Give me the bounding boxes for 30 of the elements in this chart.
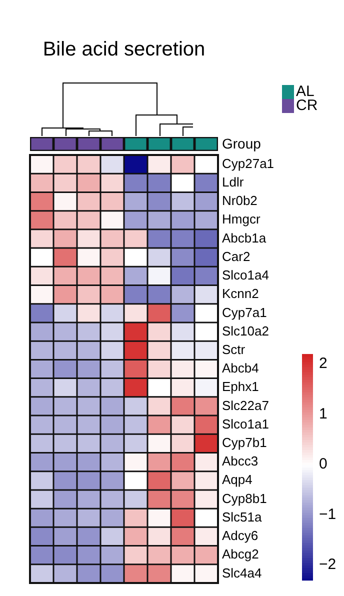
- color-bar-label: 2: [319, 355, 328, 372]
- y-tick-label: Slc4a4: [222, 565, 262, 580]
- y-tick-label: Kcnn2: [222, 286, 259, 302]
- y-tick-label: Cyp27a1: [222, 156, 274, 171]
- y-tick-label: Hmgcr: [222, 212, 261, 227]
- color-bar-label: −1: [319, 506, 336, 523]
- y-tick-label: Cyp7a1: [222, 304, 267, 320]
- y-tick-label: Slc22a7: [222, 398, 269, 413]
- y-tick-label: Abcg2: [222, 546, 259, 562]
- y-tick-label: Slco1a1: [222, 416, 269, 432]
- y-tick-label: Abcb4: [222, 360, 259, 376]
- y-tick-label: Adcy6: [222, 528, 258, 544]
- y-tick-label: Slco1a4: [222, 268, 269, 283]
- y-tick-label: Cyp7b1: [222, 435, 267, 450]
- y-tick-label: Abcc3: [222, 454, 258, 469]
- y-tick-label: Slc51a: [222, 509, 263, 524]
- y-tick-label: Slc10a2: [222, 323, 269, 338]
- color-bar-label: 0: [319, 456, 328, 473]
- text: Group: [222, 135, 262, 152]
- y-tick-label: Sctr: [222, 342, 246, 357]
- y-tick-label: Car2: [222, 248, 250, 264]
- color-bar-label: 1: [319, 405, 328, 422]
- color-bar-label: −2: [319, 556, 336, 574]
- y-tick-label: Abcb1a: [222, 230, 267, 246]
- y-tick-label: Ldlr: [222, 174, 244, 190]
- chart-title: Bile acid secretion: [42, 38, 206, 61]
- y-tick-label: Nr0b2: [222, 193, 258, 208]
- y-tick-label: Ephx1: [222, 379, 259, 394]
- y-tick-label: Cyp8b1: [222, 490, 267, 506]
- y-tick-label: Aqp4: [222, 472, 252, 488]
